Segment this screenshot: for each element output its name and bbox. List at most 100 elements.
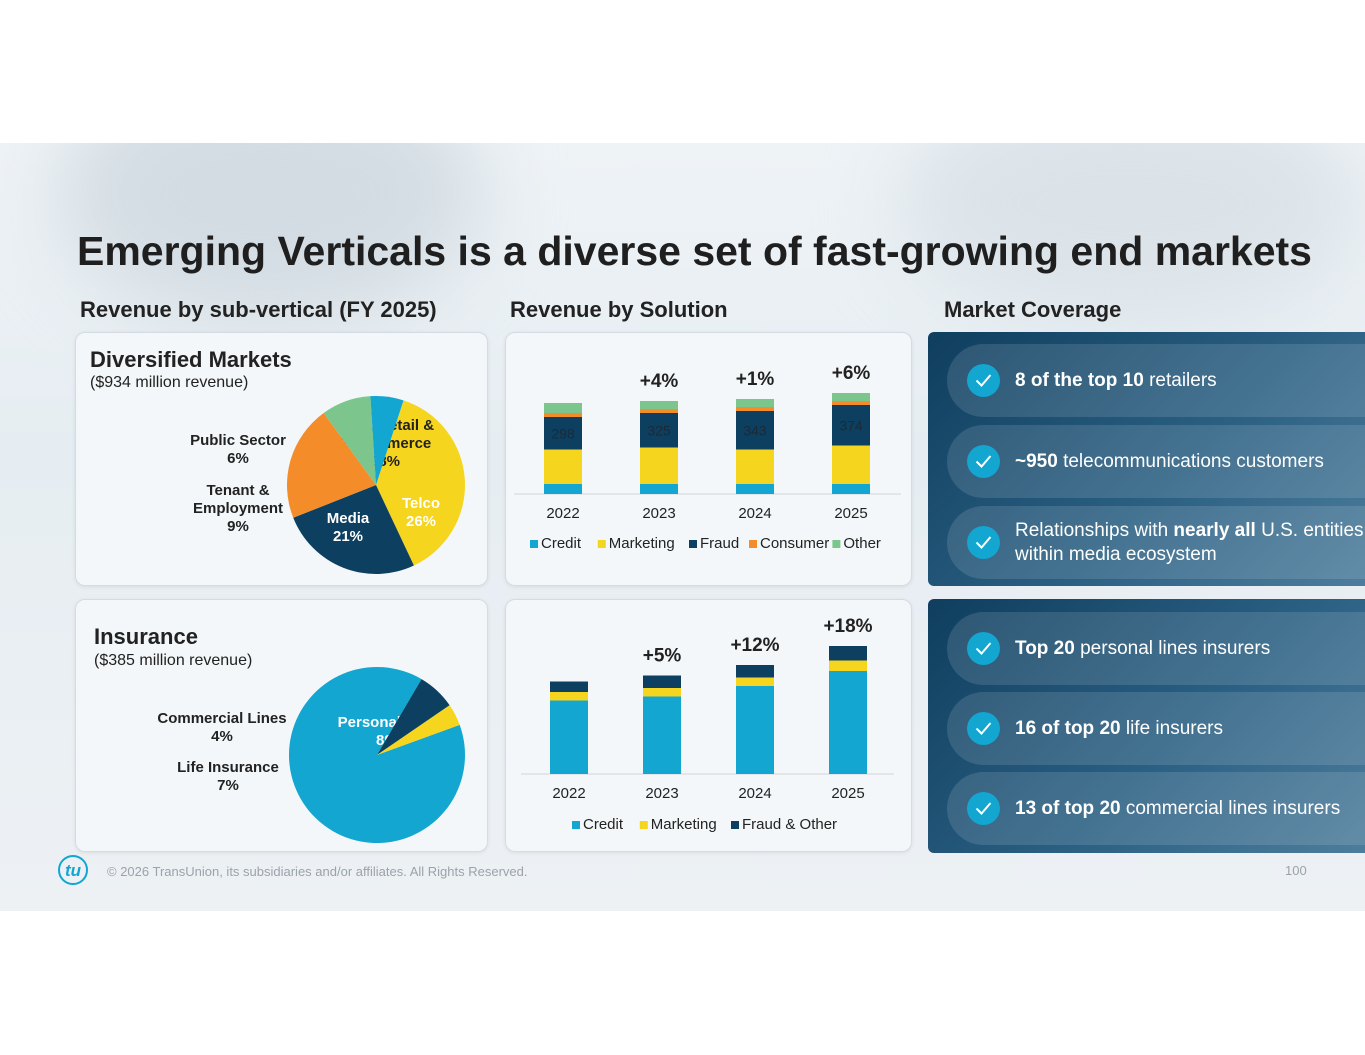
- bar-segment-marketing: [640, 447, 678, 484]
- legend-label: Marketing: [609, 535, 675, 552]
- insurance-bar-chart: 2022 +5% 2023 +12% 2024 +18% 2025 Credit Marketi…: [521, 616, 894, 833]
- legend-swatch: [597, 540, 606, 548]
- pie-label: Media 21%: [327, 510, 370, 545]
- bar-segment-consumer: [832, 401, 870, 405]
- legend-swatch: [749, 540, 757, 548]
- bar-segment-consumer: [640, 409, 678, 413]
- pie-slice-tenant-employment: [323, 396, 376, 485]
- page-number: 100: [1285, 863, 1307, 878]
- coverage-item: Top 20 personal lines insurers: [947, 612, 1365, 685]
- bar-segment-other: [832, 393, 870, 401]
- growth-label: +6%: [832, 363, 871, 384]
- bar-segment-marketing: [736, 449, 774, 484]
- pie-slice-personal-lines: [289, 667, 465, 843]
- bar-segment-fraud: [640, 413, 678, 448]
- pie-label: Life Insurance 7%: [177, 759, 279, 794]
- legend-label: Consumer: [760, 535, 829, 552]
- check-icon: [967, 792, 1000, 825]
- pie-slice-commercial-lines: [377, 705, 460, 755]
- fraud-value-label: 343: [743, 422, 767, 438]
- coverage-insurance-panel: [928, 599, 1365, 853]
- copyright: © 2026 TransUnion, its subsidiaries and/…: [107, 864, 528, 879]
- coverage-text: Relationships with nearly all U.S. entit…: [1015, 519, 1364, 565]
- x-tick-label: 2023: [645, 785, 678, 802]
- legend-swatch: [530, 540, 538, 548]
- bar-segment-credit: [736, 484, 774, 494]
- pie-label: Tenant & Employment 9%: [193, 482, 283, 535]
- growth-label: +5%: [643, 646, 682, 667]
- diversified-bar-panel: 298 2022 325 +4% 2023 343 +1% 2024 374 +6% 2025 Cre…: [505, 332, 912, 586]
- bar-segment-credit: [640, 484, 678, 494]
- bar-segment-marketing: [736, 677, 774, 686]
- x-tick-label: 2024: [738, 785, 771, 802]
- bar-segment-marketing: [643, 688, 681, 697]
- bar-segment-fraud: [544, 417, 582, 450]
- check-icon: [967, 712, 1000, 745]
- coverage-item: 13 of top 20 commercial lines insurers: [947, 772, 1365, 845]
- slide: Emerging Verticals is a diverse set of f…: [0, 143, 1365, 911]
- fraud-value-label: 298: [551, 425, 575, 441]
- legend-swatch: [572, 821, 580, 829]
- pie-slice-life-insurance: [377, 679, 450, 755]
- insurance-subtitle: ($385 million revenue): [94, 652, 253, 669]
- coverage-text: 16 of top 20 life insurers: [1015, 717, 1223, 739]
- legend-label: Marketing: [651, 816, 717, 833]
- coverage-item: Relationships with nearly all U.S. entit…: [947, 506, 1365, 579]
- pie-label: Public Sector 6%: [190, 432, 286, 467]
- bar-segment-other: [544, 403, 582, 413]
- fraud-value-label: 325: [647, 422, 671, 438]
- insurance-bar-panel: 2022 +5% 2023 +12% 2024 +18% 2025 Credit Marketi…: [505, 599, 912, 852]
- legend-swatch: [832, 540, 841, 548]
- bar-segment-marketing: [832, 445, 870, 484]
- pie-label: Commercial Lines 4%: [157, 710, 286, 745]
- bar-segment-fraud-other: [550, 681, 588, 692]
- growth-label: +4%: [640, 371, 679, 392]
- section-solution: Revenue by Solution: [510, 297, 728, 322]
- bar-segment-fraud-other: [643, 675, 681, 688]
- diversified-panel: Diversified Markets ($934 million revenu…: [75, 332, 488, 586]
- coverage-item: 8 of the top 10 retailers: [947, 344, 1365, 417]
- x-tick-label: 2022: [552, 785, 585, 802]
- insurance-title: Insurance: [94, 624, 198, 649]
- coverage-text: ~950 telecommunications customers: [1015, 450, 1324, 472]
- bar-segment-fraud: [832, 405, 870, 446]
- insurance-panel: Insurance ($385 million revenue) Persona…: [75, 599, 488, 852]
- check-icon: [967, 445, 1000, 478]
- pie-slice-media: [287, 412, 376, 518]
- legend-label: Credit: [583, 816, 624, 833]
- bar-segment-fraud: [736, 411, 774, 450]
- pie-slice-public-sector: [370, 396, 404, 485]
- legend-label: Fraud: [700, 535, 739, 552]
- fraud-value-label: 374: [839, 417, 863, 433]
- diversified-title: Diversified Markets: [90, 347, 292, 372]
- bar-segment-credit: [829, 671, 867, 774]
- pie-slice-tech-retail-e-commerce: [376, 400, 465, 566]
- coverage-item: 16 of top 20 life insurers: [947, 692, 1365, 765]
- bar-segment-fraud-other: [829, 646, 867, 661]
- growth-label: +18%: [823, 616, 872, 637]
- diversified-bar-chart: 298 2022 325 +4% 2023 343 +1% 2024 374 +6% 2025 Cre…: [514, 363, 901, 552]
- page-title: Emerging Verticals is a diverse set of f…: [77, 228, 1312, 274]
- bar-segment-marketing: [544, 449, 582, 484]
- coverage-text: Top 20 personal lines insurers: [1015, 637, 1271, 659]
- bar-segment-other: [640, 401, 678, 409]
- growth-label: +1%: [736, 369, 775, 390]
- bar-segment-consumer: [544, 413, 582, 417]
- bar-segment-marketing: [829, 660, 867, 671]
- check-icon: [967, 364, 1000, 397]
- coverage-item: ~950 telecommunications customers: [947, 425, 1365, 498]
- bar-segment-consumer: [736, 407, 774, 411]
- coverage-text: 8 of the top 10 retailers: [1015, 369, 1217, 391]
- check-icon: [967, 632, 1000, 665]
- bar-segment-marketing: [550, 692, 588, 701]
- coverage-diversified-panel: [928, 332, 1365, 586]
- legend-label: Other: [843, 535, 881, 552]
- legend-label: Fraud & Other: [742, 816, 837, 833]
- bar-segment-other: [736, 399, 774, 407]
- pie-slice-telco: [293, 485, 414, 574]
- insurance-pie: Personal Lines89%Life Insurance7%Commerc…: [157, 667, 465, 843]
- diversified-pie: Tech, Retail &E-Commerce38%Telco26%Media…: [190, 396, 465, 574]
- section-coverage: Market Coverage: [944, 297, 1122, 322]
- x-tick-label: 2023: [642, 505, 675, 522]
- x-tick-label: 2025: [831, 785, 864, 802]
